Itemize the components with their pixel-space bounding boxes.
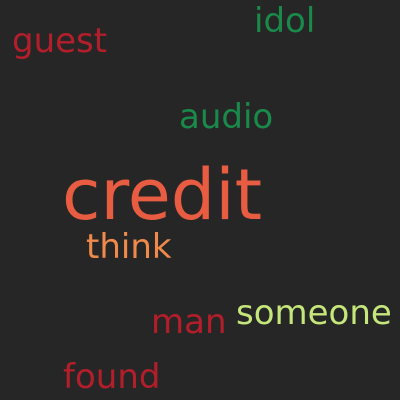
word-found: found (63, 357, 161, 397)
word-audio: audio (179, 97, 274, 137)
word-credit: credit (62, 154, 263, 236)
word-idol: idol (254, 1, 316, 41)
word-someone: someone (236, 293, 392, 333)
word-guest: guest (12, 21, 108, 61)
word-man: man (151, 302, 227, 342)
word-think: think (86, 227, 172, 267)
